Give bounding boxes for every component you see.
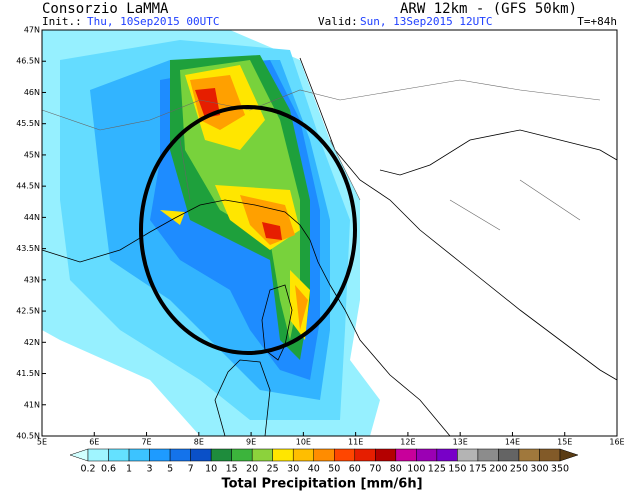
colorbar-level: 1 bbox=[126, 464, 132, 475]
colorbar-level: 70 bbox=[369, 464, 381, 475]
lat-label: 41N bbox=[24, 400, 40, 409]
lat-label: 44N bbox=[24, 213, 40, 222]
highlight-circle bbox=[139, 105, 357, 355]
colorbar-level: 300 bbox=[530, 464, 548, 475]
lat-label: 46N bbox=[24, 88, 40, 97]
init-time: Thu, 10Sep2015 00UTC bbox=[87, 15, 219, 28]
precipitation-field bbox=[42, 30, 380, 436]
lat-label: 45N bbox=[24, 150, 40, 159]
colorbar-end bbox=[69, 448, 89, 462]
colorbar-segment bbox=[375, 448, 397, 462]
longitude-labels: 5E 6E 7E 8E 9E 10E 11E 12E 13E 14E 15E 16E bbox=[37, 432, 625, 447]
colorbar-level: 350 bbox=[551, 464, 569, 475]
lon-label: 6E bbox=[89, 438, 99, 447]
colorbar-level: 40 bbox=[308, 464, 320, 475]
colorbar-segment bbox=[457, 448, 479, 462]
valid-label: Valid: bbox=[318, 15, 358, 28]
colorbar-segment bbox=[334, 448, 356, 462]
lat-label: 42N bbox=[24, 338, 40, 347]
colorbar-level: 125 bbox=[428, 464, 446, 475]
colorbar: 0.2 0.6 1 3 5 7 10 15 20 25 30 40 50 60 70 80 100 125 150 1… bbox=[69, 448, 579, 475]
colorbar-segment bbox=[128, 448, 150, 462]
colorbar-level: 20 bbox=[246, 464, 258, 475]
colorbar-level: 175 bbox=[469, 464, 487, 475]
colorbar-segment bbox=[518, 448, 540, 462]
colorbar-segment bbox=[210, 448, 232, 462]
lat-label: 47N bbox=[24, 26, 40, 35]
lat-label: 44.5N bbox=[16, 182, 40, 191]
colorbar-level: 80 bbox=[390, 464, 402, 475]
colorbar-level: 100 bbox=[407, 464, 425, 475]
init-label: Init.: bbox=[42, 15, 82, 28]
colorbar-segment bbox=[395, 448, 417, 462]
colorbar-segment bbox=[539, 448, 561, 462]
colorbar-level: 10 bbox=[205, 464, 217, 475]
colorbar-segment bbox=[251, 448, 273, 462]
colorbar-segment bbox=[190, 448, 212, 462]
colorbar-segment bbox=[436, 448, 458, 462]
lat-label: 45.5N bbox=[16, 119, 40, 128]
lat-label: 43N bbox=[24, 275, 40, 284]
lon-label: 16E bbox=[609, 438, 624, 447]
lon-label: 9E bbox=[246, 438, 256, 447]
lead-time: T=+84h bbox=[577, 15, 617, 28]
colorbar-level: 60 bbox=[349, 464, 361, 475]
colorbar-segment bbox=[354, 448, 376, 462]
latitude-labels: 47N 46.5N 46N 45.5N 45N 44.5N 44N 43.5N 43N 42.5N… bbox=[16, 26, 46, 441]
coastlines bbox=[41, 57, 618, 437]
lat-label: 42.5N bbox=[16, 307, 40, 316]
colorbar-level: 5 bbox=[167, 464, 173, 475]
lon-label: 13E bbox=[453, 438, 468, 447]
colorbar-segment bbox=[313, 448, 335, 462]
colorbar-level: 250 bbox=[510, 464, 528, 475]
lat-label: 40.5N bbox=[16, 432, 40, 441]
colorbar-level: 7 bbox=[188, 464, 194, 475]
colorbar-segment bbox=[498, 448, 520, 462]
lat-label: 41.5N bbox=[16, 369, 40, 378]
colorbar-segment bbox=[292, 448, 314, 462]
colorbar-level: 50 bbox=[328, 464, 340, 475]
colorbar-level: 150 bbox=[448, 464, 466, 475]
colorbar-level: 200 bbox=[489, 464, 507, 475]
colorbar-segment bbox=[87, 448, 109, 462]
lon-label: 11E bbox=[348, 438, 363, 447]
colorbar-segment bbox=[272, 448, 294, 462]
lon-label: 14E bbox=[505, 438, 520, 447]
colorbar-segment bbox=[416, 448, 438, 462]
lon-label: 7E bbox=[141, 438, 151, 447]
colorbar-end bbox=[559, 448, 579, 462]
colorbar-segment bbox=[477, 448, 499, 462]
colorbar-level: 0.2 bbox=[80, 464, 95, 475]
colorbar-segment bbox=[108, 448, 130, 462]
model: ARW 12km - (GFS 50km) bbox=[400, 1, 577, 17]
lat-label: 46.5N bbox=[16, 57, 40, 66]
colorbar-segment bbox=[231, 448, 253, 462]
organization: Consorzio LaMMA bbox=[42, 1, 169, 17]
valid-time: Sun, 13Sep2015 12UTC bbox=[360, 15, 492, 28]
colorbar-segment bbox=[149, 448, 171, 462]
map-frame bbox=[41, 29, 618, 437]
lon-label: 15E bbox=[557, 438, 572, 447]
lon-label: 8E bbox=[194, 438, 204, 447]
colorbar-level: 3 bbox=[147, 464, 153, 475]
lon-label: 12E bbox=[400, 438, 415, 447]
colorbar-level: 25 bbox=[267, 464, 279, 475]
colorbar-segment bbox=[169, 448, 191, 462]
lon-label: 5E bbox=[37, 438, 47, 447]
colorbar-level: 0.6 bbox=[101, 464, 116, 475]
colorbar-title: Total Precipitation [mm/6h] bbox=[221, 477, 422, 492]
colorbar-level: 15 bbox=[226, 464, 238, 475]
lon-label: 10E bbox=[296, 438, 311, 447]
colorbar-level: 30 bbox=[287, 464, 299, 475]
lat-label: 43.5N bbox=[16, 244, 40, 253]
